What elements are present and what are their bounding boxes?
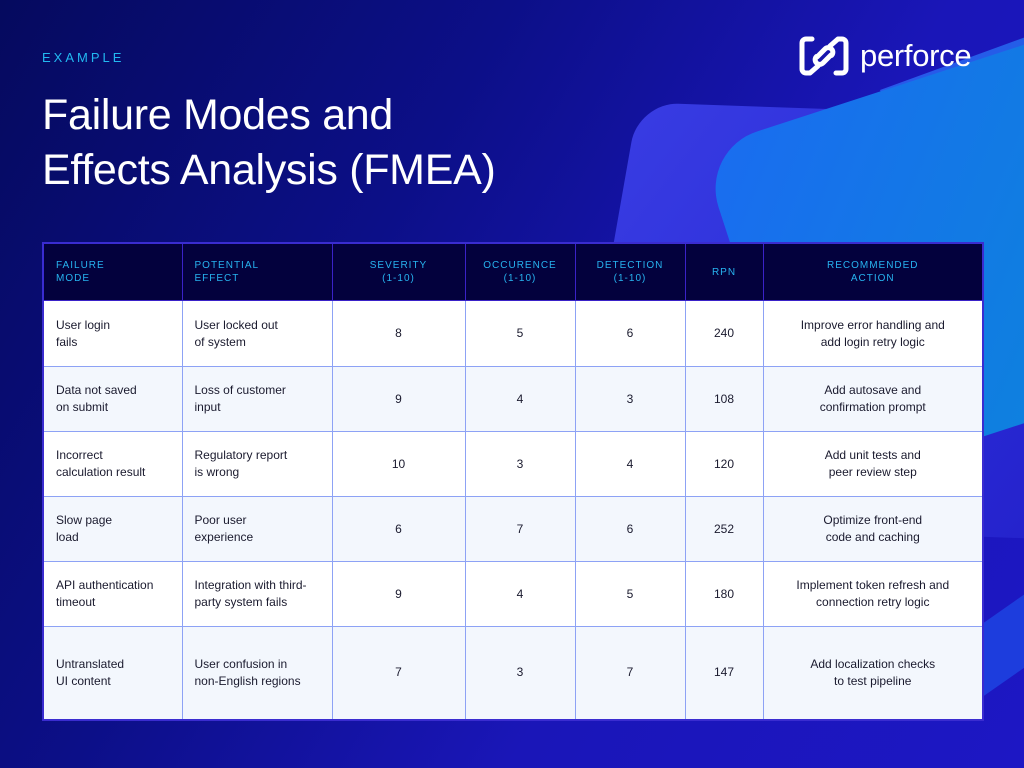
column-header-recommended-action: RECOMMENDED ACTION — [762, 242, 984, 301]
cell-potential-effect: User locked out of system — [181, 300, 333, 367]
cell-recommended-action: Add autosave and confirmation prompt — [762, 366, 984, 432]
cell-detection: 4 — [574, 431, 686, 497]
cell-detection: 5 — [574, 561, 686, 627]
cell-failure-mode: API authentication timeout — [42, 561, 183, 627]
cell-detection: 6 — [574, 300, 686, 367]
cell-rpn: 240 — [684, 300, 764, 367]
cell-rpn: 147 — [684, 626, 764, 720]
cell-severity: 9 — [331, 366, 466, 432]
column-header-detection: DETECTION (1-10) — [574, 242, 686, 301]
cell-failure-mode: Untranslated UI content — [42, 626, 183, 720]
cell-occurrence: 3 — [464, 431, 576, 497]
cell-occurrence: 4 — [464, 366, 576, 432]
fmea-table: FAILURE MODE POTENTIAL EFFECT SEVERITY (… — [42, 242, 984, 721]
page-title: Failure Modes and Effects Analysis (FMEA… — [42, 91, 496, 194]
cell-failure-mode: User login fails — [42, 300, 183, 367]
cell-rpn: 180 — [684, 561, 764, 627]
cell-severity: 7 — [331, 626, 466, 720]
cell-detection: 7 — [574, 626, 686, 720]
cell-severity: 6 — [331, 496, 466, 562]
logo-wordmark: perforce — [860, 38, 972, 73]
cell-severity: 9 — [331, 561, 466, 627]
table-header-row: FAILURE MODE POTENTIAL EFFECT SEVERITY (… — [42, 242, 984, 301]
column-header-rpn: RPN — [684, 242, 764, 301]
cell-occurrence: 4 — [464, 561, 576, 627]
table-row: Untranslated UI content User confusion i… — [42, 626, 984, 720]
cell-failure-mode: Slow page load — [42, 496, 183, 562]
cell-recommended-action: Optimize front-end code and caching — [762, 496, 984, 562]
cell-recommended-action: Implement token refresh and connection r… — [762, 561, 984, 627]
cell-occurrence: 7 — [464, 496, 576, 562]
column-header-potential-effect: POTENTIAL EFFECT — [181, 242, 333, 301]
cell-potential-effect: User confusion in non-English regions — [181, 626, 333, 720]
table-row: Data not saved on submit Loss of custome… — [42, 366, 984, 432]
cell-rpn: 252 — [684, 496, 764, 562]
cell-potential-effect: Loss of customer input — [181, 366, 333, 432]
cell-failure-mode: Data not saved on submit — [42, 366, 183, 432]
perforce-logo: perforce — [798, 33, 972, 79]
cell-potential-effect: Poor user experience — [181, 496, 333, 562]
column-header-severity: SEVERITY (1-10) — [331, 242, 466, 301]
table-row: API authentication timeout Integration w… — [42, 561, 984, 627]
cell-potential-effect: Integration with third- party system fai… — [181, 561, 333, 627]
cell-rpn: 108 — [684, 366, 764, 432]
cell-recommended-action: Add unit tests and peer review step — [762, 431, 984, 497]
column-header-occurrence: OCCURENCE (1-10) — [464, 242, 576, 301]
cell-severity: 8 — [331, 300, 466, 367]
cell-failure-mode: Incorrect calculation result — [42, 431, 183, 497]
cell-occurrence: 3 — [464, 626, 576, 720]
table-row: Slow page load Poor user experience 6 7 … — [42, 496, 984, 562]
cell-detection: 3 — [574, 366, 686, 432]
cell-recommended-action: Improve error handling and add login ret… — [762, 300, 984, 367]
table-row: User login fails User locked out of syst… — [42, 300, 984, 367]
cell-occurrence: 5 — [464, 300, 576, 367]
cell-rpn: 120 — [684, 431, 764, 497]
cell-severity: 10 — [331, 431, 466, 497]
cell-recommended-action: Add localization checks to test pipeline — [762, 626, 984, 720]
table-row: Incorrect calculation result Regulatory … — [42, 431, 984, 497]
cell-detection: 6 — [574, 496, 686, 562]
column-header-failure-mode: FAILURE MODE — [42, 242, 183, 301]
cell-potential-effect: Regulatory report is wrong — [181, 431, 333, 497]
eyebrow-label: EXAMPLE — [42, 50, 125, 65]
perforce-link-icon — [799, 36, 849, 76]
